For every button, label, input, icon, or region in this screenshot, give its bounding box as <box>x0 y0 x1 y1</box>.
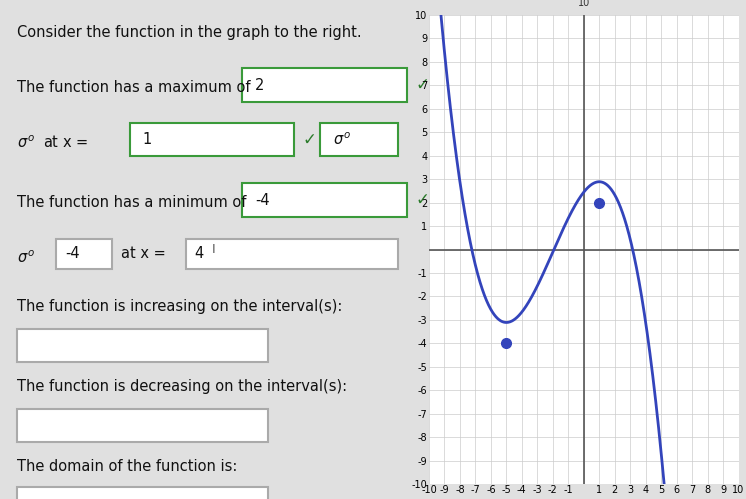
Bar <box>242 68 407 102</box>
Text: ✓: ✓ <box>416 76 429 94</box>
Text: ✓: ✓ <box>416 191 429 209</box>
Bar <box>320 123 398 156</box>
Text: at x =: at x = <box>121 247 166 261</box>
Text: $\sigma^o$  at x =: $\sigma^o$ at x = <box>17 135 89 151</box>
Text: 1: 1 <box>142 132 152 147</box>
Bar <box>130 123 294 156</box>
Text: ✓: ✓ <box>303 130 317 149</box>
Bar <box>56 239 113 269</box>
Bar <box>17 329 269 362</box>
Bar <box>186 239 398 269</box>
Bar <box>17 487 269 499</box>
Text: 2: 2 <box>255 78 265 93</box>
Text: The function is increasing on the interval(s):: The function is increasing on the interv… <box>17 299 342 314</box>
Text: 4: 4 <box>195 247 204 261</box>
Text: 10: 10 <box>578 0 590 8</box>
Bar <box>17 409 269 442</box>
Text: The function is decreasing on the interval(s):: The function is decreasing on the interv… <box>17 379 348 394</box>
Text: $\sigma^o$: $\sigma^o$ <box>17 250 35 266</box>
Bar <box>242 183 407 217</box>
Text: The function has a maximum of: The function has a maximum of <box>17 80 251 95</box>
Text: $\sigma^o$: $\sigma^o$ <box>333 131 351 148</box>
Text: The function has a minimum of: The function has a minimum of <box>17 195 247 210</box>
Text: I: I <box>212 243 216 255</box>
Text: -4: -4 <box>65 247 80 261</box>
Text: The domain of the function is:: The domain of the function is: <box>17 459 238 474</box>
Text: -4: -4 <box>255 193 270 208</box>
Text: Consider the function in the graph to the right.: Consider the function in the graph to th… <box>17 25 362 40</box>
